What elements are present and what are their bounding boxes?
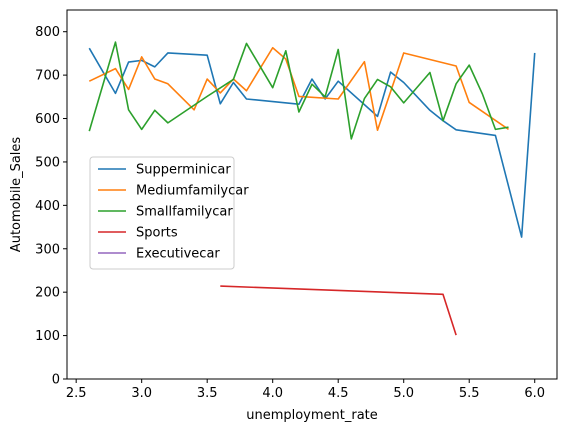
y-tick-label: 200 (35, 286, 60, 301)
y-axis: 0 100 200 300 400 500 600 700 800 (35, 25, 67, 388)
plot-area: 2.5 3.0 3.5 4.0 4.5 5.0 5.5 6.0 0 100 200 300 400 50… (35, 9, 558, 401)
y-tick-label: 300 (35, 242, 60, 257)
legend-label-supperminicar: Supperminicar (136, 163, 231, 178)
legend-label-executivecar: Executivecar (136, 247, 220, 262)
y-tick-label: 600 (35, 112, 60, 127)
series-line-sports (220, 285, 457, 336)
y-tick-label: 0 (52, 373, 60, 388)
legend-label-mediumfamilycar: Mediumfamilycar (136, 184, 249, 199)
series-line-mediumfamilycar (88, 46, 509, 132)
legend-label-sports: Sports (136, 226, 178, 241)
legend-label-smallfamilycar: Smallfamilycar (136, 205, 233, 220)
series-line-smallfamilycar (88, 41, 509, 140)
y-tick-label: 400 (35, 199, 60, 214)
legend: Supperminicar Mediumfamilycar Smallfamilyc… (89, 156, 249, 270)
x-tick-label: 3.0 (131, 386, 152, 401)
x-tick-label: 3.5 (197, 386, 218, 401)
x-axis-label: unemployment_rate (246, 408, 378, 423)
x-tick-label: 6.0 (524, 386, 545, 401)
series-line-supperminicar (88, 47, 536, 238)
y-tick-label: 100 (35, 329, 60, 344)
plot-frame (66, 9, 558, 380)
x-tick-label: 2.5 (66, 386, 87, 401)
x-tick-label: 4.5 (328, 386, 349, 401)
x-axis: 2.5 3.0 3.5 4.0 4.5 5.0 5.5 6.0 (66, 379, 545, 401)
y-axis-label: Automobile_Sales (9, 137, 24, 253)
x-tick-label: 4.0 (262, 386, 283, 401)
y-tick-label: 700 (35, 69, 60, 84)
x-tick-label: 5.5 (459, 386, 480, 401)
y-tick-label: 800 (35, 25, 60, 40)
x-tick-label: 5.0 (393, 386, 414, 401)
y-tick-label: 500 (35, 155, 60, 170)
legend-box (89, 156, 235, 270)
series-lines (88, 41, 536, 336)
